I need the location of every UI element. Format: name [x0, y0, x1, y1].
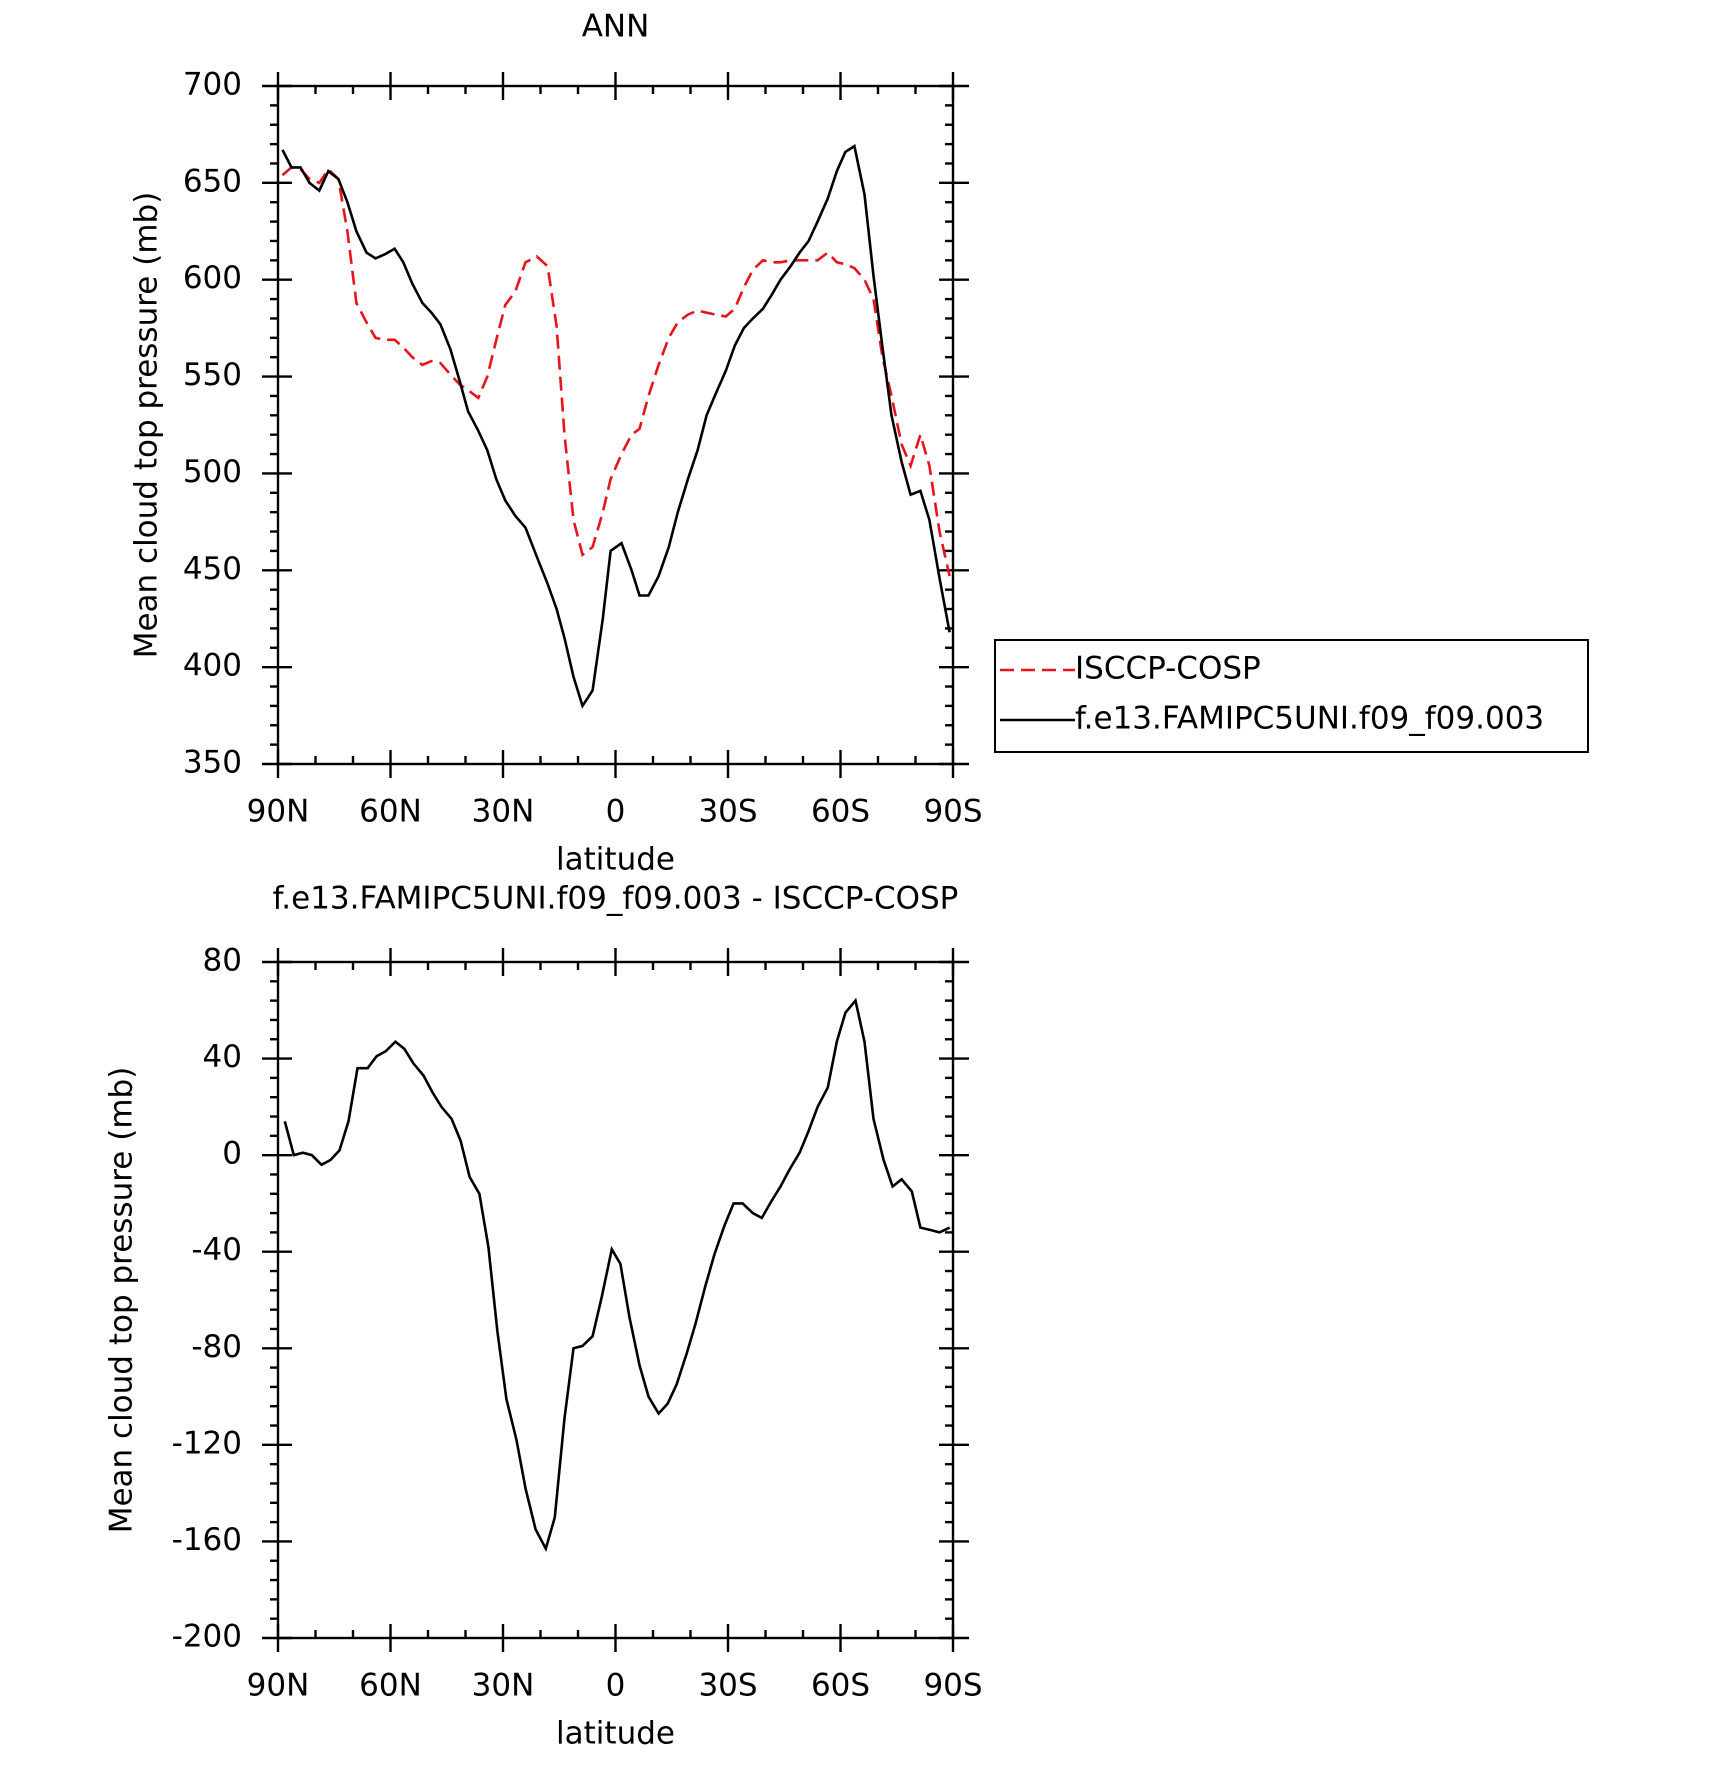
data-line — [283, 997, 951, 1553]
y-tick-label: -160 — [172, 1522, 242, 1558]
x-tick-label: 90N — [247, 794, 310, 830]
x-tick-label: 90S — [923, 1668, 982, 1704]
y-tick-label: -80 — [191, 1329, 242, 1365]
legend-box — [994, 639, 1589, 753]
x-tick-label: 30N — [472, 1668, 535, 1704]
x-tick-label: 0 — [606, 1668, 626, 1704]
y-tick-label: 80 — [203, 943, 242, 979]
chart-title: ANN — [582, 9, 650, 45]
x-tick-label: 60S — [811, 1668, 870, 1704]
data-line — [281, 165, 951, 577]
y-tick-label: 700 — [183, 67, 242, 103]
y-tick-label: 450 — [183, 551, 242, 587]
x-tick-label: 90S — [923, 794, 982, 830]
y-tick-label: 350 — [183, 745, 242, 781]
plot-frame — [276, 960, 955, 1640]
legend-label: ISCCP-COSP — [1075, 651, 1261, 687]
x-tick-label: 60S — [811, 794, 870, 830]
x-axis-label: latitude — [556, 842, 675, 878]
y-axis-label: Mean cloud top pressure (mb) — [129, 192, 165, 659]
x-tick-label: 30N — [472, 794, 535, 830]
chart-title: f.e13.FAMIPC5UNI.f09_f09.003 - ISCCP-COS… — [273, 881, 959, 917]
x-tick-label: 60N — [359, 1668, 422, 1704]
y-tick-label: 600 — [183, 260, 242, 296]
y-tick-label: 400 — [183, 648, 242, 684]
y-tick-label: -200 — [172, 1619, 242, 1655]
y-tick-label: 0 — [222, 1136, 242, 1172]
y-tick-label: 40 — [203, 1039, 242, 1075]
x-tick-label: 30S — [698, 794, 757, 830]
legend-label: f.e13.FAMIPC5UNI.f09_f09.003 — [1075, 701, 1544, 737]
x-tick-label: 90N — [247, 1668, 310, 1704]
y-tick-label: 500 — [183, 454, 242, 490]
x-tick-label: 30S — [698, 1668, 757, 1704]
x-axis-label: latitude — [556, 1716, 675, 1752]
x-tick-label: 0 — [606, 794, 626, 830]
y-tick-label: 650 — [183, 163, 242, 199]
y-tick-label: 550 — [183, 357, 242, 393]
data-line — [281, 143, 951, 709]
y-tick-label: -120 — [172, 1425, 242, 1461]
y-axis-label: Mean cloud top pressure (mb) — [104, 1067, 140, 1534]
plot-frame — [276, 84, 955, 766]
y-tick-label: -40 — [191, 1232, 242, 1268]
x-tick-label: 60N — [359, 794, 422, 830]
